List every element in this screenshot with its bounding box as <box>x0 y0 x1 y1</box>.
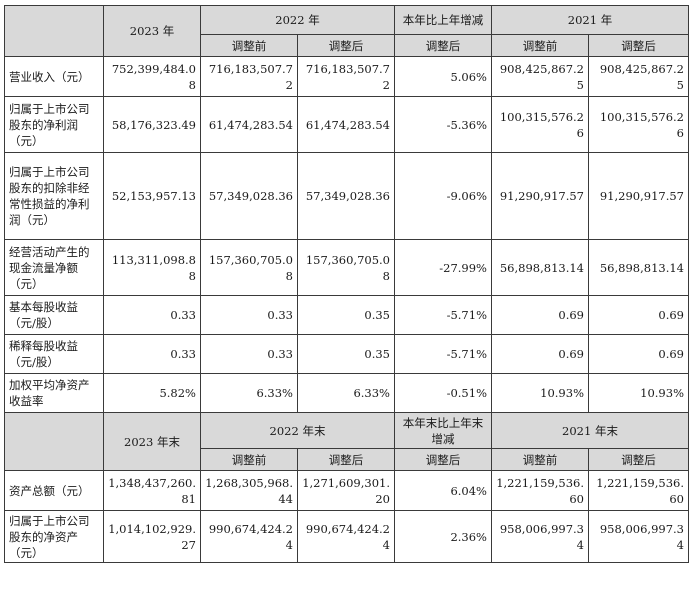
value-2023: 752,399,484.08 <box>103 56 201 97</box>
value-2022-after: 6.33% <box>297 373 395 413</box>
value-2022-after: 0.35 <box>297 334 395 374</box>
header-2021: 2021 年 <box>491 5 689 35</box>
value-2022-before: 0.33 <box>200 295 298 335</box>
value-2021-before: 1,221,159,536.60 <box>491 470 589 511</box>
value-2021-after: 1,221,159,536.60 <box>588 470 689 511</box>
value-2022-before: 1,268,305,968.44 <box>200 470 298 511</box>
header-change-end: 本年末比上年末增减 <box>394 412 492 449</box>
value-2022-before: 990,674,424.24 <box>200 510 298 563</box>
header-corner-cell <box>4 5 104 57</box>
value-2021-before: 958,006,997.34 <box>491 510 589 563</box>
value-2021-before: 908,425,867.25 <box>491 56 589 97</box>
header-row-2: 2023 年末 2022 年末 本年末比上年末增减 2021 年末 <box>4 412 689 471</box>
table-row: 资产总额（元） 1,348,437,260.81 1,268,305,968.4… <box>4 470 689 511</box>
table-row: 经营活动产生的现金流量净额（元） 113,311,098.88 157,360,… <box>4 239 689 296</box>
value-2021-after: 100,315,576.26 <box>588 96 689 153</box>
financial-summary-table: 2023 年 2022 年 本年比上年增减 2021 年 调整前 调整后 调整后… <box>4 5 689 563</box>
header-row-1: 2023 年 2022 年 本年比上年增减 2021 年 <box>4 5 689 57</box>
row-label: 资产总额（元） <box>4 470 104 511</box>
table-row: 加权平均净资产收益率 5.82% 6.33% 6.33% -0.51% 10.9… <box>4 373 689 413</box>
value-2021-before: 0.69 <box>491 334 589 374</box>
header-2021-end: 2021 年末 <box>491 412 689 449</box>
subheader-row-1: 调整前 调整后 调整后 调整前 调整后 <box>5 34 689 57</box>
value-2022-before: 61,474,283.54 <box>200 96 298 153</box>
financial-summary-wrapper: 2023 年 2022 年 本年比上年增减 2021 年 调整前 调整后 调整后… <box>4 5 689 563</box>
subheader-change-after: 调整后 <box>394 448 492 471</box>
header-2023-end: 2023 年末 <box>103 412 201 471</box>
row-label: 归属于上市公司股东的扣除非经常性损益的净利润（元） <box>4 152 104 240</box>
row-label: 经营活动产生的现金流量净额（元） <box>4 239 104 296</box>
subheader-before-2022: 调整前 <box>200 34 298 57</box>
subheader-change-after: 调整后 <box>394 34 492 57</box>
value-2021-after: 91,290,917.57 <box>588 152 689 240</box>
value-2021-before: 56,898,813.14 <box>491 239 589 296</box>
header-2022: 2022 年 <box>200 5 395 35</box>
value-2022-after: 1,271,609,301.20 <box>297 470 395 511</box>
value-change: -5.36% <box>394 96 492 153</box>
table-row: 归属于上市公司股东的扣除非经常性损益的净利润（元） 52,153,957.13 … <box>4 152 689 240</box>
header-change: 本年比上年增减 <box>394 5 492 35</box>
value-change: -5.71% <box>394 334 492 374</box>
value-2022-before: 716,183,507.72 <box>200 56 298 97</box>
value-2021-before: 100,315,576.26 <box>491 96 589 153</box>
value-change: -0.51% <box>394 373 492 413</box>
row-label: 营业收入（元） <box>4 56 104 97</box>
table-row: 归属于上市公司股东的净资产（元） 1,014,102,929.27 990,67… <box>4 510 689 563</box>
value-2023: 1,014,102,929.27 <box>103 510 201 563</box>
subheader-after-2021: 调整后 <box>588 448 689 471</box>
value-2022-after: 57,349,028.36 <box>297 152 395 240</box>
value-change: -27.99% <box>394 239 492 296</box>
value-2022-before: 57,349,028.36 <box>200 152 298 240</box>
value-2022-after: 157,360,705.08 <box>297 239 395 296</box>
value-2021-after: 958,006,997.34 <box>588 510 689 563</box>
table-row: 营业收入（元） 752,399,484.08 716,183,507.72 71… <box>4 56 689 97</box>
table-row: 基本每股收益（元/股） 0.33 0.33 0.35 -5.71% 0.69 0… <box>4 295 689 335</box>
subheader-before-2022: 调整前 <box>200 448 298 471</box>
value-2021-after: 10.93% <box>588 373 689 413</box>
value-change: -5.71% <box>394 295 492 335</box>
subheader-before-2021: 调整前 <box>491 34 589 57</box>
row-label: 稀释每股收益（元/股） <box>4 334 104 374</box>
value-change: -9.06% <box>394 152 492 240</box>
value-2021-before: 0.69 <box>491 295 589 335</box>
value-2023: 113,311,098.88 <box>103 239 201 296</box>
value-change: 2.36% <box>394 510 492 563</box>
subheader-after-2022: 调整后 <box>297 448 395 471</box>
row-label: 加权平均净资产收益率 <box>4 373 104 413</box>
value-2021-before: 91,290,917.57 <box>491 152 589 240</box>
table-row: 稀释每股收益（元/股） 0.33 0.33 0.35 -5.71% 0.69 0… <box>4 334 689 374</box>
value-2022-after: 990,674,424.24 <box>297 510 395 563</box>
value-2021-before: 10.93% <box>491 373 589 413</box>
table-row: 归属于上市公司股东的净利润（元） 58,176,323.49 61,474,28… <box>4 96 689 153</box>
subheader-before-2021: 调整前 <box>491 448 589 471</box>
value-2023: 52,153,957.13 <box>103 152 201 240</box>
value-2022-before: 6.33% <box>200 373 298 413</box>
header-2023: 2023 年 <box>103 5 201 57</box>
value-2023: 1,348,437,260.81 <box>103 470 201 511</box>
value-2023: 58,176,323.49 <box>103 96 201 153</box>
value-2022-after: 0.35 <box>297 295 395 335</box>
value-2023: 0.33 <box>103 334 201 374</box>
subheader-after-2022: 调整后 <box>297 34 395 57</box>
row-label: 归属于上市公司股东的净资产（元） <box>4 510 104 563</box>
value-2021-after: 0.69 <box>588 334 689 374</box>
row-label: 归属于上市公司股东的净利润（元） <box>4 96 104 153</box>
value-change: 5.06% <box>394 56 492 97</box>
header-corner-cell <box>4 412 104 471</box>
value-2023: 5.82% <box>103 373 201 413</box>
value-change: 6.04% <box>394 470 492 511</box>
value-2021-after: 908,425,867.25 <box>588 56 689 97</box>
row-label: 基本每股收益（元/股） <box>4 295 104 335</box>
subheader-after-2021: 调整后 <box>588 34 689 57</box>
value-2021-after: 56,898,813.14 <box>588 239 689 296</box>
value-2021-after: 0.69 <box>588 295 689 335</box>
value-2023: 0.33 <box>103 295 201 335</box>
value-2022-after: 61,474,283.54 <box>297 96 395 153</box>
header-2022-end: 2022 年末 <box>200 412 395 449</box>
value-2022-before: 157,360,705.08 <box>200 239 298 296</box>
value-2022-before: 0.33 <box>200 334 298 374</box>
value-2022-after: 716,183,507.72 <box>297 56 395 97</box>
